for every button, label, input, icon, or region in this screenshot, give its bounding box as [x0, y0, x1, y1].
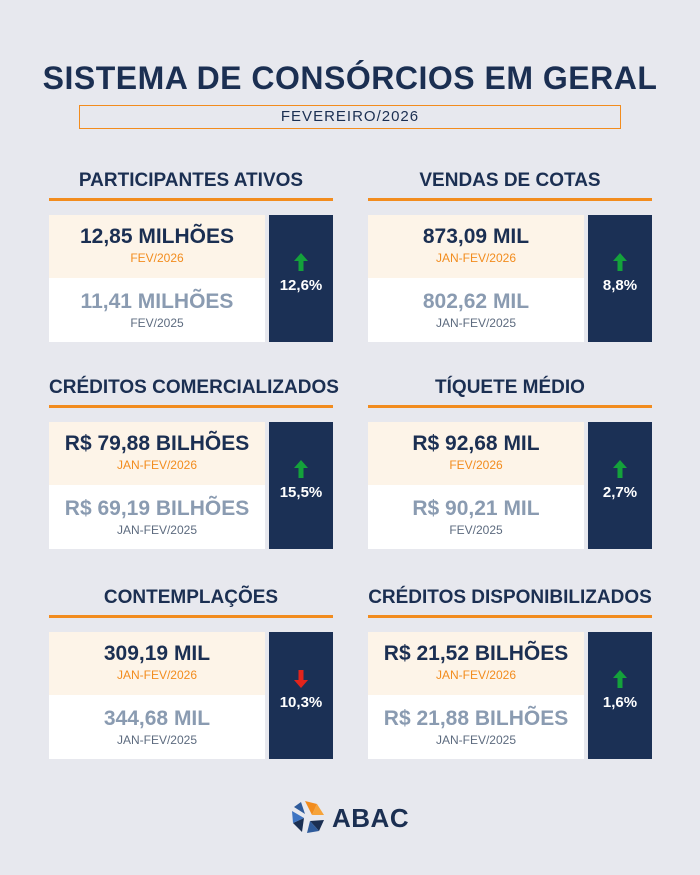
previous-value: 344,68 MIL: [103, 707, 211, 730]
current-period: JAN-FEV/2026: [435, 668, 517, 682]
previous-period-row: R$ 21,88 BILHÕES JAN-FEV/2025: [368, 695, 584, 759]
variation-percent: 10,3%: [279, 694, 323, 711]
arrow-up-icon: [294, 253, 308, 271]
variation-box: 1,6%: [588, 632, 652, 759]
current-period-row: 12,85 MILHÕES FEV/2026: [49, 215, 265, 278]
current-period: JAN-FEV/2026: [116, 668, 198, 682]
previous-value: R$ 90,21 MIL: [412, 497, 540, 520]
card-divider: [49, 198, 333, 201]
current-period: JAN-FEV/2026: [435, 251, 517, 265]
abac-logo-icon: [292, 801, 324, 833]
variation-percent: 12,6%: [279, 277, 323, 294]
previous-period: JAN-FEV/2025: [116, 523, 198, 537]
variation-box: 12,6%: [269, 215, 333, 342]
previous-value: 11,41 MILHÕES: [80, 290, 234, 313]
variation-box: 15,5%: [269, 422, 333, 549]
card-title: TÍQUETE MÉDIO: [435, 377, 585, 398]
previous-value: R$ 69,19 BILHÕES: [64, 497, 250, 520]
previous-value: 802,62 MIL: [422, 290, 530, 313]
card-title: CRÉDITOS COMERCIALIZADOS: [49, 377, 339, 398]
current-period: JAN-FEV/2026: [116, 458, 198, 472]
card-divider: [368, 405, 652, 408]
current-period: FEV/2026: [449, 458, 503, 472]
abac-logo: ABAC: [290, 798, 414, 836]
current-period-row: R$ 92,68 MIL FEV/2026: [368, 422, 584, 485]
previous-period-row: R$ 69,19 BILHÕES JAN-FEV/2025: [49, 485, 265, 549]
card-title: CONTEMPLAÇÕES: [103, 587, 279, 608]
current-period-row: 873,09 MIL JAN-FEV/2026: [368, 215, 584, 278]
variation-percent: 1,6%: [602, 694, 638, 711]
card-divider: [368, 615, 652, 618]
variation-percent: 2,7%: [602, 484, 638, 501]
current-value: 309,19 MIL: [103, 642, 211, 665]
arrow-up-icon: [613, 670, 627, 688]
card-title: PARTICIPANTES ATIVOS: [78, 170, 304, 191]
page-title: SISTEMA DE CONSÓRCIOS EM GERAL: [42, 60, 658, 96]
abac-logo-text: ABAC: [332, 803, 410, 833]
previous-period-row: 802,62 MIL JAN-FEV/2025: [368, 278, 584, 342]
arrow-up-icon: [613, 460, 627, 478]
variation-box: 8,8%: [588, 215, 652, 342]
previous-period: JAN-FEV/2025: [435, 316, 517, 330]
current-period-row: 309,19 MIL JAN-FEV/2026: [49, 632, 265, 695]
variation-percent: 8,8%: [602, 277, 638, 294]
card-title: VENDAS DE COTAS: [419, 170, 601, 191]
previous-period-row: R$ 90,21 MIL FEV/2025: [368, 485, 584, 549]
arrow-up-icon: [613, 253, 627, 271]
current-period-row: R$ 79,88 BILHÕES JAN-FEV/2026: [49, 422, 265, 485]
card-divider: [368, 198, 652, 201]
arrow-down-icon: [294, 670, 308, 688]
variation-box: 2,7%: [588, 422, 652, 549]
current-value: 12,85 MILHÕES: [79, 225, 235, 248]
period-banner: FEVEREIRO/2026: [79, 105, 621, 129]
current-value: R$ 79,88 BILHÕES: [64, 432, 250, 455]
current-value: 873,09 MIL: [422, 225, 530, 248]
card-divider: [49, 405, 333, 408]
card-divider: [49, 615, 333, 618]
previous-period: JAN-FEV/2025: [116, 733, 198, 747]
previous-period: FEV/2025: [449, 523, 503, 537]
previous-period: JAN-FEV/2025: [435, 733, 517, 747]
current-value: R$ 92,68 MIL: [412, 432, 540, 455]
variation-percent: 15,5%: [279, 484, 323, 501]
previous-value: R$ 21,88 BILHÕES: [383, 707, 569, 730]
previous-period: FEV/2025: [130, 316, 184, 330]
current-period: FEV/2026: [130, 251, 184, 265]
current-period-row: R$ 21,52 BILHÕES JAN-FEV/2026: [368, 632, 584, 695]
previous-period-row: 11,41 MILHÕES FEV/2025: [49, 278, 265, 342]
arrow-up-icon: [294, 460, 308, 478]
previous-period-row: 344,68 MIL JAN-FEV/2025: [49, 695, 265, 759]
card-title: CRÉDITOS DISPONIBILIZADOS: [368, 587, 652, 608]
variation-box: 10,3%: [269, 632, 333, 759]
current-value: R$ 21,52 BILHÕES: [383, 642, 569, 665]
